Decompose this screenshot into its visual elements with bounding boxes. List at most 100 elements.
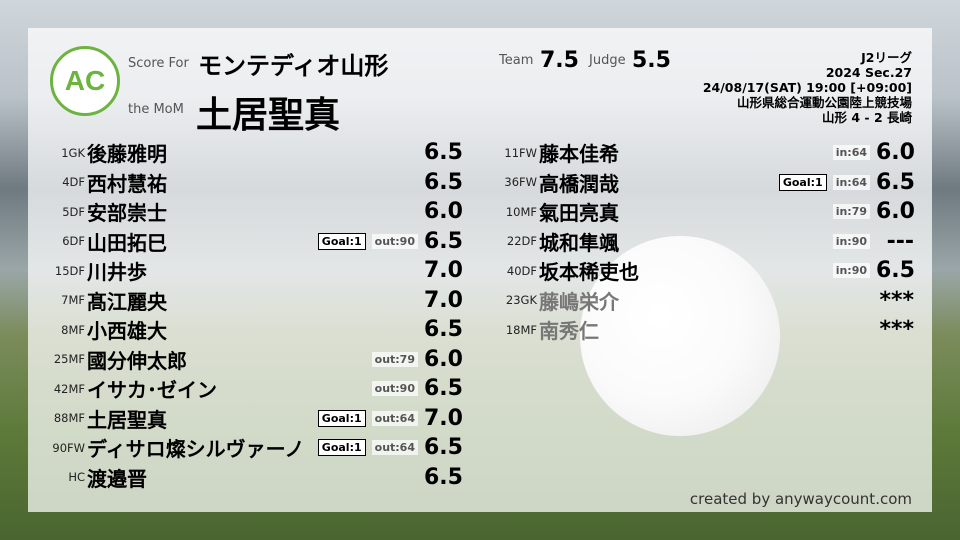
player-name: 高橋潤哉 [539, 171, 619, 196]
credit: created by anywaycount.com [689, 490, 912, 508]
player-rating: 6.5 [424, 317, 463, 342]
player-rating: 6.0 [424, 199, 463, 224]
datetime: 24/08/17(SAT) 19:00 [+09:00] [702, 80, 912, 95]
player-rating-group: in:79 6.0 [832, 199, 915, 224]
player-rating: 6.0 [424, 346, 463, 372]
sub-badge: in:90 [832, 233, 870, 249]
team-score: 7.5 [540, 48, 579, 73]
player-rating: 6.5 [424, 435, 463, 460]
player-name: 山田拓巳 [87, 230, 167, 255]
player-rating: 6.5 [424, 140, 463, 165]
player-name: 坂本稀吏也 [539, 260, 639, 284]
player-row: 5DF 安部崇士 [30, 197, 167, 226]
player-rating: 6.5 [876, 258, 915, 283]
player-rating-group: in:90 6.5 [832, 258, 915, 283]
player-rating-group: 7.0 [424, 258, 463, 283]
player-position: 40DF [506, 263, 537, 278]
player-position: 8MF [61, 322, 85, 337]
sub-badge: out:90 [371, 233, 418, 249]
player-rating-group: Goal:1 out:90 6.5 [317, 229, 463, 254]
player-name: 氣田亮真 [539, 201, 619, 225]
sub-badge: in:79 [832, 204, 870, 219]
goal-badge: Goal:1 [317, 232, 366, 250]
player-rating-group: *** [876, 317, 914, 342]
sub-badge: in:64 [832, 145, 870, 160]
player-rating-group: out:90 6.5 [371, 376, 463, 401]
player-position: 6DF [62, 234, 85, 248]
player-rating-group: in:90 --- [832, 228, 914, 254]
match-info: J2リーグ 2024 Sec.27 24/08/17(SAT) 19:00 [+… [703, 50, 912, 125]
player-row: 6DF 山田拓巳 [30, 227, 167, 256]
player-rating-group: 6.5 [424, 169, 463, 195]
player-position: 36FW [504, 175, 537, 189]
player-rating-group: 7.0 [424, 288, 463, 313]
player-rating: 6.0 [876, 140, 915, 165]
player-position: HC [68, 470, 85, 484]
logo-text: AC [64, 65, 106, 96]
player-row: HC 渡邉晋 [30, 463, 147, 492]
mom-label: the MoM [128, 102, 184, 117]
sub-badge: out:90 [371, 381, 418, 396]
player-position: 10MF [505, 204, 537, 219]
player-name: 國分伸太郎 [87, 348, 187, 373]
player-name: ディサロ燦シルヴァーノ [87, 437, 305, 461]
player-row: 42MF イサカ･ゼイン [30, 374, 217, 403]
player-row: 22DF 城和隼颯 [482, 227, 619, 256]
score-for-label: Score For [128, 56, 189, 71]
player-rating: 6.0 [876, 199, 915, 224]
player-position: 7MF [61, 293, 85, 307]
venue: 山形県総合運動公園陸上競技場 [736, 95, 912, 110]
player-position: 90FW [52, 440, 85, 455]
league: J2リーグ [861, 50, 912, 65]
player-row: 88MF 土居聖真 [30, 404, 167, 433]
player-name: 渡邉晋 [87, 466, 147, 491]
player-name: 後藤雅明 [87, 142, 167, 166]
player-name: 小西雄大 [87, 319, 167, 343]
sub-badge: out:64 [371, 440, 418, 455]
player-rating: 6.5 [424, 376, 463, 401]
result: 山形 4 - 2 長崎 [822, 110, 912, 125]
player-name: 南秀仁 [539, 319, 599, 343]
mom-name: 土居聖真 [196, 95, 341, 136]
player-rating-group: in:64 6.0 [832, 140, 915, 165]
player-position: 1GK [61, 145, 85, 160]
player-position: 15DF [54, 263, 85, 278]
player-name: 藤本佳希 [539, 142, 619, 166]
player-rating: 6.5 [876, 169, 915, 195]
sub-badge: out:79 [371, 351, 418, 367]
player-name: 安部崇士 [87, 201, 167, 225]
player-row: 23GK 藤嶋栄介 [482, 286, 619, 315]
player-row: 7MF 髙江麗央 [30, 286, 167, 315]
player-position: 25MF [53, 352, 85, 366]
player-rating-group: Goal:1 out:64 6.5 [317, 435, 463, 460]
player-name: 土居聖真 [87, 407, 167, 432]
player-rating: *** [879, 287, 914, 313]
sub-badge: out:64 [371, 410, 418, 426]
section: 2024 Sec.27 [825, 65, 912, 80]
player-position: 18MF [505, 322, 537, 337]
player-position: 88MF [53, 411, 85, 425]
sub-badge: in:64 [832, 174, 870, 190]
goal-badge: Goal:1 [317, 439, 366, 456]
player-row: 18MF 南秀仁 [482, 315, 599, 344]
player-row: 1GK 後藤雅明 [30, 138, 167, 167]
judge-score: 5.5 [632, 48, 671, 73]
player-position: 11FW [504, 145, 537, 160]
player-position: 22DF [506, 234, 537, 248]
player-rating: 6.5 [424, 169, 463, 195]
team-name: モンテディオ山形 [198, 52, 389, 80]
player-position: 42MF [53, 381, 85, 396]
goal-badge: Goal:1 [778, 173, 827, 191]
player-row: 8MF 小西雄大 [30, 315, 167, 344]
player-rating-group: 6.5 [424, 465, 463, 490]
player-rating-group: out:79 6.0 [371, 346, 463, 372]
judge-score-label: Judge [589, 53, 626, 68]
player-row: 11FW 藤本佳希 [482, 138, 619, 167]
player-name: 川井歩 [87, 260, 147, 284]
player-name: イサカ･ゼイン [87, 378, 217, 402]
player-rating: --- [886, 228, 914, 254]
player-position: 23GK [505, 293, 537, 307]
player-rating-group: 6.5 [424, 140, 463, 165]
player-rating: 7.0 [424, 258, 463, 283]
player-row: 25MF 國分伸太郎 [30, 345, 187, 374]
